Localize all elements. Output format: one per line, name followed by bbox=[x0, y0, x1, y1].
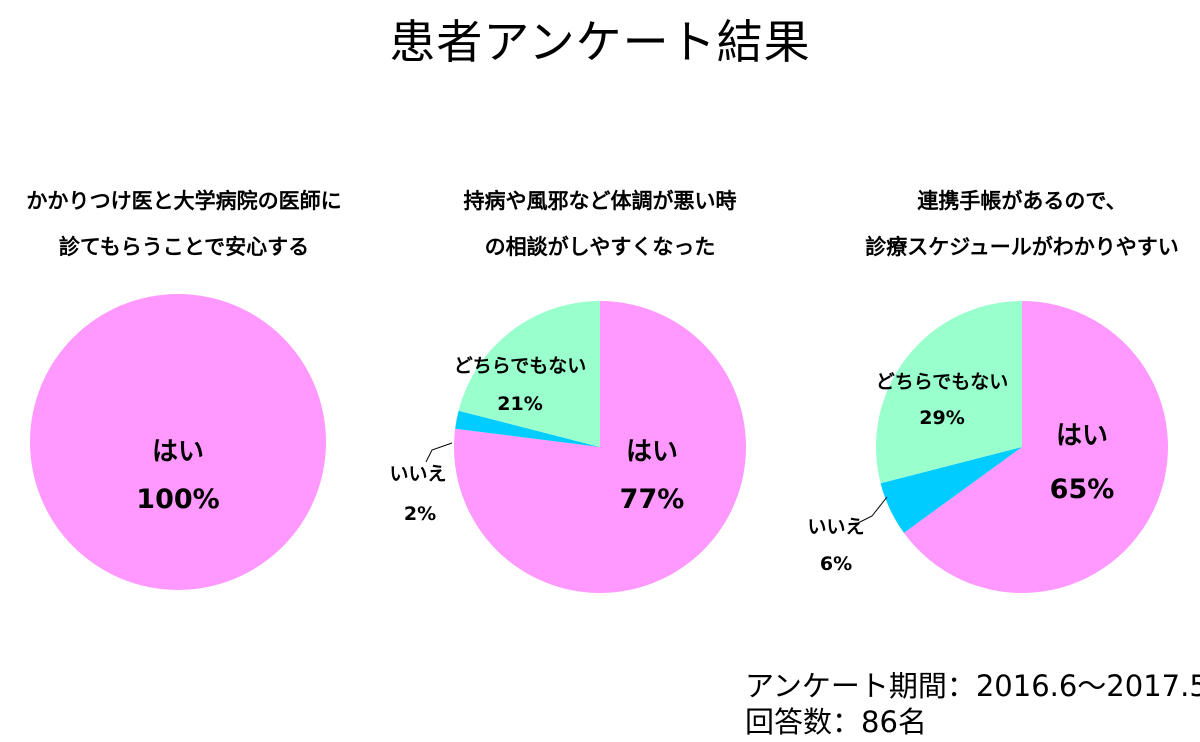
chart-3-slice-2 bbox=[880, 447, 1022, 533]
chart-1-slice-1 bbox=[30, 294, 326, 590]
chart-2-title-line-1: 持病や風邪など体調が悪い時 bbox=[463, 189, 737, 213]
chart-2-slice-2 bbox=[455, 410, 600, 447]
chart-1-slice-1-label: はい bbox=[152, 437, 204, 467]
chart-2-slice-3 bbox=[458, 301, 600, 447]
chart-2-slice-1-value: 77% bbox=[620, 484, 685, 515]
respondent-count: 回答数：86名 bbox=[745, 705, 927, 739]
chart-3-title: 連携手帳があるので、 診療スケジュールがわかりやすい bbox=[832, 178, 1200, 270]
chart-3-title-line-2: 診療スケジュールがわかりやすい bbox=[865, 235, 1179, 259]
chart-2-slice-2-leader bbox=[425, 442, 453, 463]
chart-3-slice-1 bbox=[903, 301, 1168, 593]
chart-3-slice-3 bbox=[875, 301, 1022, 484]
chart-3-slice-2-label: いいえ bbox=[807, 516, 864, 538]
chart-1-title-line-1: かかりつけ医と大学病院の医師に bbox=[26, 189, 342, 213]
chart-1-title: かかりつけ医と大学病院の医師に 診てもらうことで安心する bbox=[0, 178, 374, 270]
chart-3-title-line-1: 連携手帳があるので、 bbox=[917, 189, 1127, 213]
chart-2-slice-2-value: 2% bbox=[404, 503, 436, 525]
chart-1-title-line-2: 診てもらうことで安心する bbox=[58, 235, 310, 259]
chart-3-slice-2-value: 6% bbox=[820, 553, 852, 575]
survey-period: アンケート期間：2016.6～2017.5 bbox=[745, 669, 1200, 703]
chart-3-slice-1-value: 65% bbox=[1050, 474, 1115, 505]
chart-3-slice-3-value: 29% bbox=[919, 407, 964, 429]
chart-3-slice-2-leader bbox=[855, 496, 888, 525]
chart-2-slice-3-value: 21% bbox=[497, 393, 542, 415]
chart-2-slice-1-label: はい bbox=[626, 437, 678, 467]
chart-3-slice-3-label: どちらでもない bbox=[876, 371, 1008, 393]
chart-3-slice-1-label: はい bbox=[1056, 421, 1108, 451]
chart-2-slice-3-label: どちらでもない bbox=[454, 355, 586, 377]
chart-2-slice-2-label: いいえ bbox=[389, 463, 446, 485]
survey-footer: アンケート期間：2016.6～2017.5 回答数：86名 bbox=[745, 668, 1200, 740]
page-title: 患者アンケート結果 bbox=[389, 15, 811, 69]
chart-2-title: 持病や風邪など体調が悪い時 の相談がしやすくなった bbox=[410, 178, 790, 270]
chart-2-title-line-2: の相談がしやすくなった bbox=[484, 235, 716, 259]
chart-1-slice-1-value: 100% bbox=[136, 484, 219, 515]
